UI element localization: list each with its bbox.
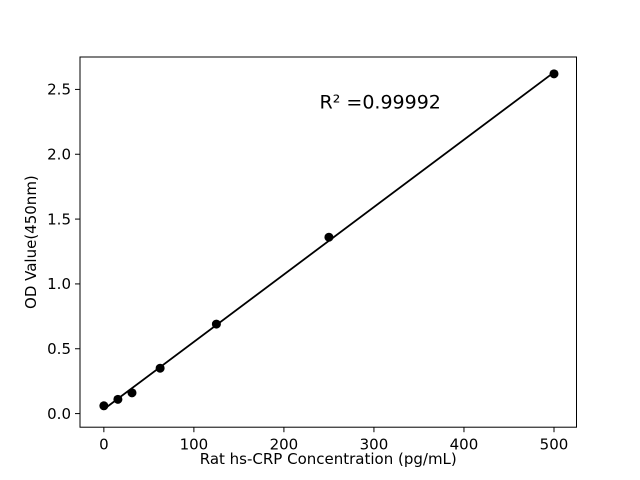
data-point xyxy=(113,394,123,404)
data-point xyxy=(99,401,109,411)
r-squared-annotation: R² =0.99992 xyxy=(320,91,441,113)
y-axis-label: OD Value(450nm) xyxy=(22,175,40,309)
y-tick-label: 0.0 xyxy=(47,405,71,423)
y-tick-label: 1.5 xyxy=(47,210,71,228)
x-tick-label: 300 xyxy=(360,436,389,454)
data-point xyxy=(324,232,334,242)
data-point xyxy=(155,363,165,373)
x-tick-label: 0 xyxy=(99,436,109,454)
chart-generated-layer: 0 100 200 300 400 500 0.0 0.5 1.0 1.5 2.0 2.5 xyxy=(47,56,577,454)
x-axis-label: Rat hs-CRP Concentration (pg/mL) xyxy=(200,450,457,468)
data-point xyxy=(211,319,221,329)
data-point xyxy=(127,388,137,398)
x-tick-label: 500 xyxy=(540,436,569,454)
y-tick-label: 2.0 xyxy=(47,146,71,164)
x-tick-label: 200 xyxy=(270,436,299,454)
x-tick-label: 100 xyxy=(180,436,209,454)
axes-border xyxy=(79,56,577,428)
y-tick-label: 0.5 xyxy=(47,340,71,358)
y-tick-label: 2.5 xyxy=(47,81,71,99)
x-tick-label: 400 xyxy=(450,436,479,454)
data-point xyxy=(549,69,559,79)
y-tick-label: 1.0 xyxy=(47,275,71,293)
